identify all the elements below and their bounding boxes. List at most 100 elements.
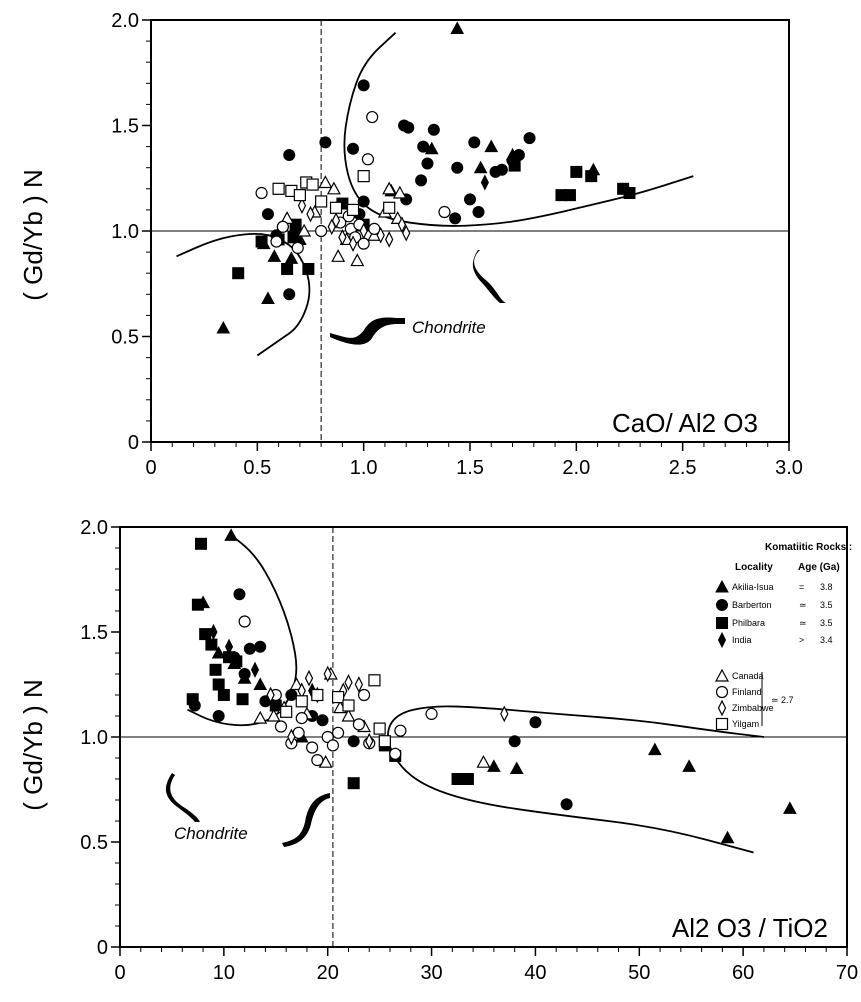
chondrite-label-top: Chondrite [412,318,486,337]
chondrite-squiggle-top-right [472,250,506,303]
data-point-india [480,174,489,191]
chart-top: 0 0.5 1.0 1.5 2.0 2.5 3.0 0 0.5 1.0 1.5 2.0 Chondri… [18,10,803,479]
data-point-barberton [427,123,440,136]
data-point-yilgam [293,189,306,202]
data-point-akilia-isua [224,528,238,541]
data-point-akilia-isua [216,321,231,334]
data-point-finland [361,153,375,166]
data-point-philbara [585,170,598,183]
boundary-curves-top [176,31,694,357]
data-point-finland [274,720,288,733]
data-point-zimbabwe [304,669,314,687]
data-point-akilia-isua [682,759,696,772]
data-point-finland [332,726,345,739]
y-tick-label: 0.5 [111,327,139,349]
data-point-philbara [281,262,294,275]
legend-marker-zimbabwe [717,699,727,717]
data-point-akilia-isua [648,742,662,756]
data-point-philbara [347,777,360,790]
y-tick-label: 2.0 [80,517,108,539]
data-point-yilgam [378,735,391,748]
data-point-akilia-isua [473,160,488,174]
data-point-akilia-isua [509,761,524,774]
data-point-yilgam [295,695,308,708]
legend-relation: = [799,582,804,592]
x-tick-label: 40 [524,962,546,984]
legend-relation: ≃ [799,600,807,610]
data-point-philbara [230,655,243,668]
reference-lines-top [151,20,789,442]
data-point-finland [326,739,340,752]
data-point-barberton [417,140,430,153]
data-point-canada [297,223,312,237]
legend-label: Barberton [732,600,772,610]
data-point-philbara [563,189,576,202]
x-tick-label: 30 [420,962,442,984]
data-point-barberton [316,714,329,727]
data-point-zimbabwe [344,674,353,691]
data-point-india [250,661,260,678]
legend-label: Finland [732,687,762,697]
data-point-barberton [415,174,428,187]
legend-col-age: Age (Ga) [798,562,840,573]
data-point-akilia-isua [211,645,226,659]
data-point-zimbabwe [365,732,374,750]
y-tick-label: 0 [128,432,139,454]
data-point-finland [389,747,402,760]
data-point-zimbabwe [287,728,296,746]
data-point-yilgam [383,201,396,214]
x-tick-label: 20 [317,962,339,984]
data-point-yilgam [315,195,328,208]
y-tick-label: 1.0 [80,727,108,749]
data-point-barberton [347,735,360,748]
data-point-philbara [205,638,218,651]
data-point-barberton [238,668,251,680]
boundary-curve-2 [387,705,765,854]
data-point-finland [438,205,451,219]
data-point-zimbabwe [323,665,332,683]
legend-marker-finland [715,685,729,699]
data-point-zimbabwe [306,205,315,223]
data-point-yilgam [368,674,381,687]
data-point-barberton [283,149,296,162]
data-point-yilgam [311,688,324,702]
data-point-zimbabwe [402,224,411,242]
data-point-akilia-isua [284,251,299,264]
data-point-canada [331,249,346,262]
data-point-barberton [319,136,332,149]
data-point-zimbabwe [348,235,358,253]
data-point-yilgam [332,690,345,704]
y-tick-label: 2.0 [111,10,139,32]
data-point-finland [357,237,370,250]
data-point-yilgam [373,722,386,735]
data-point-akilia-isua [450,21,465,34]
data-point-barberton [472,206,485,219]
data-point-philbara [199,628,212,641]
data-point-india [224,638,234,655]
data-point-zimbabwe [376,226,385,244]
y-axis-label-bottom: ( Gd/Yb ) N [18,679,48,810]
y-tick-label: 0 [97,937,108,959]
data-point-philbara [186,693,199,706]
data-point-finland [394,724,407,737]
data-point-india [506,153,515,170]
data-point-yilgam [357,170,370,183]
data-point-zimbabwe [397,216,407,234]
x-tick-label: 50 [628,962,650,984]
data-point-barberton [495,163,508,176]
data-point-philbara [212,678,225,691]
y-tick-label: 1.5 [80,622,108,644]
legend-rows: Akilia-Isua = 3.8 Barberton ≃ 3.5 Philbara ≃ 3.5… [714,579,833,731]
chondrite-squiggle-bottom-left [165,773,200,822]
data-point-canada [289,677,304,691]
data-point-canada [266,708,281,722]
data-point-finland [291,241,304,254]
data-point-philbara [232,267,245,280]
data-point-zimbabwe [359,222,368,240]
data-point-barberton [254,640,267,653]
data-point-philbara [287,231,300,244]
data-point-finland [352,718,365,731]
data-point-barberton [285,689,298,701]
legend-label: Akilia-Isua [732,582,774,592]
legend-col-locality: Locality [735,562,773,573]
